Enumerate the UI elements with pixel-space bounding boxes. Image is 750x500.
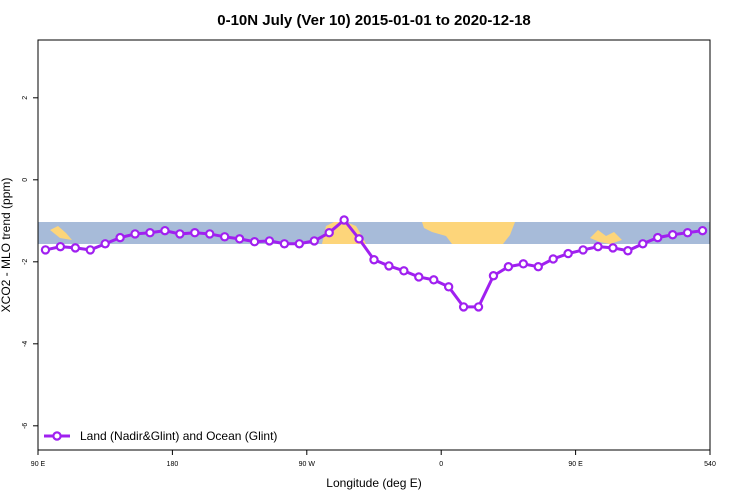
point	[309, 236, 319, 246]
land	[50, 226, 72, 240]
x-tick-label: 90 W	[299, 461, 316, 468]
point	[219, 232, 230, 242]
point	[548, 254, 558, 264]
point	[205, 229, 215, 239]
point	[130, 229, 140, 239]
point	[324, 227, 334, 238]
point	[414, 272, 424, 282]
x-tick-label: 180	[167, 461, 179, 468]
y-tick-label: 0	[22, 178, 29, 182]
point	[384, 261, 394, 271]
point	[429, 275, 439, 285]
point	[249, 237, 260, 247]
point	[264, 236, 275, 246]
point	[593, 241, 603, 252]
point	[294, 239, 305, 249]
point	[115, 232, 125, 243]
land	[590, 230, 622, 244]
legend-label: Land (Nadir&Glint) and Ocean (Glint)	[80, 429, 277, 443]
point	[55, 241, 66, 252]
point	[608, 243, 618, 253]
point	[443, 282, 454, 292]
point	[175, 229, 185, 239]
point	[503, 262, 514, 272]
point	[488, 271, 499, 281]
x-tick-label: 90 E	[31, 461, 46, 468]
point	[279, 239, 290, 249]
point	[563, 248, 573, 259]
y-axis-label: XCO2 - MLO trend (ppm)	[0, 178, 13, 313]
point	[653, 232, 663, 243]
point	[369, 255, 379, 265]
ocean-band	[38, 222, 710, 244]
x-axis-label: Longitude (deg E)	[326, 476, 421, 490]
point	[190, 227, 200, 238]
point	[145, 227, 155, 238]
point	[234, 234, 245, 244]
y-tick-label: 2	[22, 96, 29, 100]
point	[533, 262, 543, 272]
x-tick-label: 540	[704, 461, 716, 468]
point	[339, 215, 349, 225]
point	[682, 227, 693, 238]
x-tick-label: 90 E	[568, 461, 583, 468]
point	[354, 234, 364, 244]
y-tick-label: -2	[22, 259, 29, 265]
point	[638, 239, 648, 249]
x-tick-label: 0	[439, 461, 443, 468]
plot-frame	[37, 39, 711, 451]
point	[399, 266, 409, 276]
point	[70, 243, 81, 253]
land	[422, 222, 515, 244]
point	[100, 239, 110, 249]
point	[473, 302, 484, 312]
point	[623, 246, 633, 256]
point	[85, 245, 95, 255]
point	[458, 302, 469, 312]
point	[697, 225, 708, 236]
point	[667, 230, 678, 240]
y-tick-label: -6	[22, 423, 29, 429]
legend-marker	[52, 431, 62, 441]
y-tick-label: -4	[22, 341, 29, 347]
chart-title: 0-10N July (Ver 10) 2015-01-01 to 2020-1…	[217, 12, 531, 29]
point	[518, 259, 529, 269]
point	[40, 245, 51, 255]
point	[160, 225, 170, 236]
point	[578, 245, 588, 255]
